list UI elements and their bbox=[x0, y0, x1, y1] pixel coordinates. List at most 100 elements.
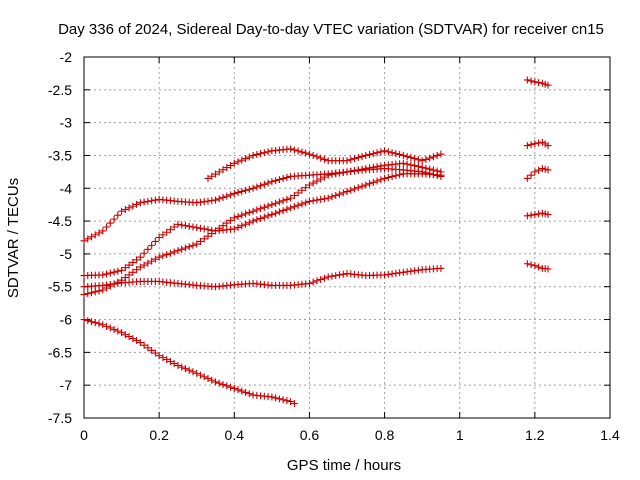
data-point bbox=[294, 147, 302, 155]
data-point bbox=[88, 289, 96, 297]
data-point bbox=[343, 157, 351, 165]
data-point bbox=[339, 169, 347, 177]
data-point bbox=[212, 196, 219, 204]
data-point bbox=[305, 150, 313, 158]
data-point bbox=[403, 160, 411, 168]
data-point bbox=[170, 248, 178, 256]
data-point bbox=[223, 192, 231, 200]
x-tick-label: 0.6 bbox=[300, 427, 320, 443]
data-point bbox=[106, 324, 114, 332]
data-point bbox=[118, 266, 126, 274]
data-point bbox=[305, 181, 313, 189]
data-point bbox=[298, 148, 306, 156]
data-point bbox=[196, 237, 204, 245]
data-point bbox=[178, 363, 186, 371]
data-point bbox=[347, 156, 355, 164]
data-point bbox=[544, 265, 552, 273]
data-point bbox=[106, 219, 114, 227]
data-point bbox=[369, 150, 377, 158]
data-point bbox=[155, 253, 163, 261]
data-point bbox=[260, 203, 268, 211]
data-point bbox=[527, 77, 535, 85]
data-point bbox=[354, 184, 362, 192]
data-point bbox=[136, 339, 144, 347]
data-point bbox=[527, 211, 535, 219]
data-point bbox=[227, 216, 235, 224]
data-point bbox=[234, 212, 242, 220]
data-point bbox=[287, 204, 295, 212]
data-point bbox=[268, 201, 276, 209]
data-point bbox=[257, 205, 265, 213]
data-point bbox=[159, 231, 167, 239]
y-tick-label: -6 bbox=[60, 312, 73, 328]
data-point bbox=[294, 189, 302, 197]
data-point bbox=[287, 145, 295, 153]
data-point bbox=[275, 395, 283, 403]
data-point bbox=[535, 79, 543, 87]
data-point bbox=[369, 178, 377, 186]
data-point bbox=[106, 269, 114, 277]
data-point bbox=[249, 151, 257, 159]
data-point bbox=[523, 260, 531, 268]
data-point bbox=[257, 182, 265, 190]
data-point bbox=[544, 142, 552, 150]
data-point bbox=[268, 178, 276, 186]
data-point bbox=[343, 168, 351, 176]
data-point bbox=[523, 174, 531, 182]
series-arc-b bbox=[204, 145, 445, 182]
data-point bbox=[208, 230, 216, 238]
data-point bbox=[351, 155, 359, 163]
data-point bbox=[215, 168, 223, 176]
data-point bbox=[317, 195, 325, 203]
data-point bbox=[125, 204, 133, 212]
data-point bbox=[544, 81, 552, 89]
data-point bbox=[309, 197, 317, 205]
data-point bbox=[275, 208, 283, 216]
data-point bbox=[335, 271, 343, 279]
data-point bbox=[185, 366, 193, 374]
data-point bbox=[189, 241, 197, 249]
data-point bbox=[523, 142, 531, 150]
data-point bbox=[264, 212, 272, 220]
x-tick-label: 1.4 bbox=[600, 427, 620, 443]
data-point bbox=[283, 195, 291, 203]
x-tick-label: 0.4 bbox=[225, 427, 245, 443]
data-point bbox=[95, 320, 103, 328]
data-point bbox=[535, 210, 543, 218]
data-point bbox=[366, 164, 374, 172]
data-point bbox=[155, 352, 163, 360]
data-point bbox=[283, 174, 291, 182]
data-point bbox=[339, 270, 347, 278]
data-point bbox=[414, 156, 422, 164]
data-point bbox=[88, 233, 96, 241]
data-point bbox=[429, 153, 437, 161]
data-point bbox=[208, 376, 216, 384]
data-point bbox=[103, 322, 111, 330]
data-point bbox=[313, 153, 321, 161]
data-point bbox=[279, 175, 287, 183]
y-tick-label: -7.5 bbox=[48, 410, 72, 426]
series-late-1 bbox=[523, 76, 552, 89]
data-point bbox=[99, 271, 107, 279]
data-point bbox=[84, 317, 92, 325]
data-point bbox=[324, 194, 332, 202]
series-late-4 bbox=[523, 209, 552, 220]
data-point bbox=[384, 174, 392, 182]
data-point bbox=[242, 388, 250, 396]
data-point bbox=[144, 197, 152, 205]
data-point bbox=[99, 321, 107, 329]
data-point bbox=[347, 186, 355, 194]
data-point bbox=[170, 360, 178, 368]
series-late-3 bbox=[523, 165, 552, 182]
y-tick-label: -3 bbox=[60, 115, 73, 131]
data-point bbox=[283, 205, 291, 213]
data-point bbox=[148, 346, 156, 354]
data-point bbox=[166, 358, 174, 366]
data-point bbox=[377, 162, 385, 170]
data-point bbox=[347, 167, 355, 175]
data-point bbox=[200, 235, 208, 243]
data-point bbox=[212, 170, 219, 178]
data-point bbox=[166, 226, 174, 234]
data-point bbox=[309, 278, 317, 286]
data-point bbox=[189, 223, 197, 231]
